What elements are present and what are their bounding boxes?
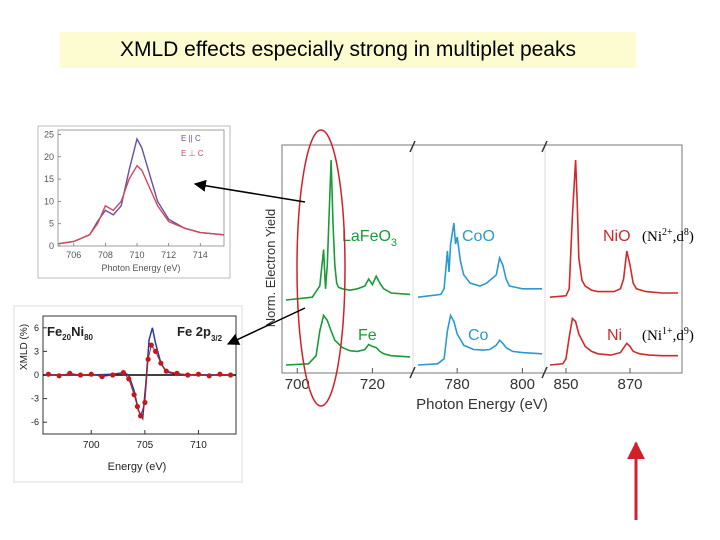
- series-line-coo: [417, 222, 542, 298]
- xas-y-axis-label: Norm. Electron Yield: [263, 209, 278, 328]
- inset2-y-axis-label: XMLD (%): [19, 324, 30, 370]
- inset2-data-point: [88, 371, 94, 377]
- xas-x-tick-label: 800: [510, 376, 535, 393]
- inset2-data-point: [158, 360, 164, 366]
- inset1-legend-perpendicular: E ⊥ C: [181, 149, 204, 158]
- nio-configuration-label: (Ni2+,d8): [642, 227, 694, 245]
- inset1-y-tick-label: 15: [44, 174, 54, 184]
- inset2-x-tick-label: 705: [137, 440, 154, 451]
- legend-coo: CoO: [462, 228, 495, 245]
- series-line-lafeo: [285, 159, 411, 301]
- legend-ni: Ni: [607, 327, 622, 344]
- inset2-data-point: [138, 413, 144, 419]
- inset1-y-tick-label: 20: [44, 152, 54, 162]
- arrow-to-inset2: [226, 307, 306, 345]
- inset2-label-alloy: Fe20Ni80: [47, 324, 94, 342]
- xas-x-tick-label: 870: [617, 376, 642, 393]
- inset2-data-point: [228, 372, 234, 378]
- ni-configuration-label: (Ni1+,d9): [642, 326, 694, 344]
- inset2-data-point: [131, 392, 137, 398]
- xas-plot-frame: [281, 144, 683, 374]
- inset2-data-point: [67, 370, 73, 376]
- xas-tick-labels: 700 720 780 800 850 870: [285, 368, 643, 393]
- axis-break-marks: [409, 140, 548, 379]
- inset2-data-point: [134, 403, 140, 410]
- xas-x-tick-label: 780: [445, 376, 470, 393]
- inset2-data-point: [174, 370, 180, 376]
- inset1-tick-labels: 706 708 710 712 714 0 5 10 15 20 25: [44, 129, 208, 260]
- xas-x-tick-label: 850: [553, 376, 578, 393]
- inset1-y-tick-label: 5: [49, 219, 54, 229]
- title-box: XMLD effects especially strong in multip…: [60, 32, 636, 68]
- inset2-x-tick-label: 710: [190, 440, 207, 451]
- inset2-y-tick-label: 3: [34, 346, 39, 356]
- series-line-nio: [549, 159, 678, 298]
- inset2-data-point: [45, 371, 52, 377]
- inset2-x-tick-label: 700: [83, 440, 100, 451]
- legend-co: Co: [468, 327, 489, 344]
- series-line-ni: [549, 316, 678, 366]
- inset2-label-edge: Fe 2p3/2: [177, 324, 223, 343]
- series-line-co: [417, 313, 543, 366]
- inset1-legend-parallel: E || C: [181, 134, 201, 143]
- inset2-data-point: [77, 372, 84, 378]
- arrow-to-inset1: [193, 179, 306, 203]
- inset2-y-tick-label: -3: [31, 394, 39, 404]
- inset2-data-point: [142, 399, 148, 406]
- legend-nio: NiO: [603, 228, 631, 245]
- legend-lafeo3: LaFeO3: [342, 228, 397, 249]
- series-line-fe: [285, 313, 411, 366]
- inset2-y-tick-label: -6: [31, 417, 39, 427]
- inset1-y-tick-label: 0: [49, 241, 54, 251]
- inset2-data-point: [185, 372, 191, 378]
- inset-xmld-chart: 700 705 710 6 3 0 -3 -6 Fe20Ni80 Fe 2p3/2 Energ…: [13, 305, 243, 483]
- inset2-data-point: [126, 376, 132, 382]
- inset1-y-tick-label: 25: [44, 129, 54, 139]
- inset1-y-tick-label: 10: [44, 196, 54, 206]
- inset2-data-point: [99, 374, 105, 380]
- xas-x-tick-label: 720: [360, 376, 385, 393]
- inset2-data-point: [153, 348, 159, 354]
- inset1-x-tick-label: 712: [161, 250, 176, 260]
- inset2-data-point: [163, 368, 169, 374]
- inset2-data-point: [110, 372, 116, 378]
- inset2-y-tick-label: 6: [34, 323, 39, 333]
- inset2-x-axis-label: Energy (eV): [108, 461, 167, 473]
- inset1-x-axis-label: Photon Energy (eV): [101, 263, 180, 273]
- inset1-x-tick-label: 710: [130, 250, 145, 260]
- page-title: XMLD effects especially strong in multip…: [120, 38, 576, 61]
- xas-x-tick-label: 700: [285, 376, 310, 393]
- inset2-series-group: [43, 327, 236, 421]
- legend-fe: Fe: [358, 327, 377, 344]
- inset2-data-point: [217, 371, 223, 377]
- inset2-data-point: [148, 342, 154, 348]
- xas-chart: 700 720 780 800 850 870 Photon Energy (eV) No…: [263, 129, 694, 413]
- highlight-oval: [296, 129, 346, 407]
- inset2-data-point: [120, 370, 126, 376]
- inset2-data-point: [206, 373, 212, 379]
- inset1-series-group: [57, 136, 225, 245]
- inset1-x-tick-label: 706: [66, 250, 81, 260]
- inset2-y-tick-label: 0: [34, 370, 39, 380]
- inset-xas-chart: 706 708 710 712 714 0 5 10 15 20 25 E || C E ⊥ C P…: [37, 125, 231, 279]
- inset2-data-point: [195, 371, 202, 377]
- inset2-data-point: [56, 373, 62, 379]
- inset2-data-point: [145, 356, 151, 362]
- inset1-series-perpendicular: [57, 164, 225, 245]
- xas-x-axis-label: Photon Energy (eV): [416, 396, 548, 413]
- xas-series-group: [285, 159, 678, 366]
- inset1-x-tick-label: 708: [98, 250, 113, 260]
- inset1-x-tick-label: 714: [193, 250, 208, 260]
